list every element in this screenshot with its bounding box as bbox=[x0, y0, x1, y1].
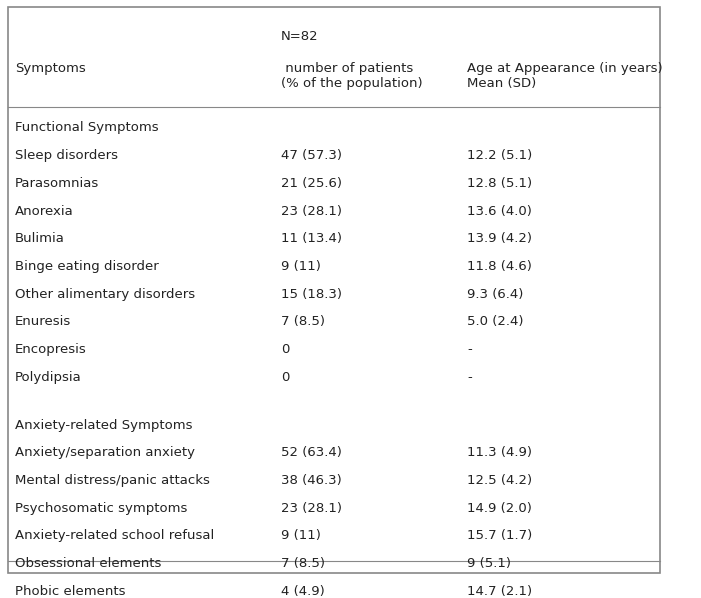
Text: 0: 0 bbox=[281, 343, 290, 356]
Text: Functional Symptoms: Functional Symptoms bbox=[15, 121, 158, 135]
Text: Binge eating disorder: Binge eating disorder bbox=[15, 260, 158, 273]
Text: -: - bbox=[468, 343, 472, 356]
Text: 14.9 (2.0): 14.9 (2.0) bbox=[468, 502, 532, 515]
Text: Encopresis: Encopresis bbox=[15, 343, 86, 356]
Text: 15 (18.3): 15 (18.3) bbox=[281, 288, 342, 301]
Text: 23 (28.1): 23 (28.1) bbox=[281, 502, 342, 515]
Text: 11.8 (4.6): 11.8 (4.6) bbox=[468, 260, 532, 273]
Text: 12.5 (4.2): 12.5 (4.2) bbox=[468, 474, 533, 487]
Text: -: - bbox=[468, 371, 472, 384]
Text: 13.6 (4.0): 13.6 (4.0) bbox=[468, 205, 532, 218]
Text: 23 (28.1): 23 (28.1) bbox=[281, 205, 342, 218]
Text: 9.3 (6.4): 9.3 (6.4) bbox=[468, 288, 524, 301]
Text: 5.0 (2.4): 5.0 (2.4) bbox=[468, 315, 524, 328]
Text: 4 (4.9): 4 (4.9) bbox=[281, 585, 325, 598]
Text: 47 (57.3): 47 (57.3) bbox=[281, 149, 342, 162]
Text: 12.2 (5.1): 12.2 (5.1) bbox=[468, 149, 533, 162]
Text: Other alimentary disorders: Other alimentary disorders bbox=[15, 288, 195, 301]
Text: Enuresis: Enuresis bbox=[15, 315, 71, 328]
Text: number of patients
(% of the population): number of patients (% of the population) bbox=[281, 62, 423, 90]
Text: Mental distress/panic attacks: Mental distress/panic attacks bbox=[15, 474, 210, 487]
Text: 11.3 (4.9): 11.3 (4.9) bbox=[468, 446, 532, 459]
Text: 11 (13.4): 11 (13.4) bbox=[281, 232, 342, 245]
Text: Anxiety-related Symptoms: Anxiety-related Symptoms bbox=[15, 419, 192, 432]
Text: Polydipsia: Polydipsia bbox=[15, 371, 81, 384]
Text: Parasomnias: Parasomnias bbox=[15, 177, 99, 190]
Text: 52 (63.4): 52 (63.4) bbox=[281, 446, 342, 459]
Text: Obsessional elements: Obsessional elements bbox=[15, 557, 161, 570]
Text: 9 (11): 9 (11) bbox=[281, 260, 321, 273]
Text: 38 (46.3): 38 (46.3) bbox=[281, 474, 341, 487]
Text: 13.9 (4.2): 13.9 (4.2) bbox=[468, 232, 532, 245]
Text: N=82: N=82 bbox=[281, 30, 318, 43]
Text: 9 (5.1): 9 (5.1) bbox=[468, 557, 511, 570]
Text: Age at Appearance (in years)
Mean (SD): Age at Appearance (in years) Mean (SD) bbox=[468, 62, 663, 90]
Text: Phobic elements: Phobic elements bbox=[15, 585, 125, 598]
Text: 9 (11): 9 (11) bbox=[281, 529, 321, 542]
Text: 7 (8.5): 7 (8.5) bbox=[281, 315, 325, 328]
Text: Symptoms: Symptoms bbox=[15, 62, 86, 75]
Text: 0: 0 bbox=[281, 371, 290, 384]
Text: Anxiety-related school refusal: Anxiety-related school refusal bbox=[15, 529, 214, 542]
Text: 15.7 (1.7): 15.7 (1.7) bbox=[468, 529, 533, 542]
Text: Anxiety/separation anxiety: Anxiety/separation anxiety bbox=[15, 446, 195, 459]
Text: Sleep disorders: Sleep disorders bbox=[15, 149, 118, 162]
Text: 21 (25.6): 21 (25.6) bbox=[281, 177, 342, 190]
Text: 14.7 (2.1): 14.7 (2.1) bbox=[468, 585, 533, 598]
Text: 7 (8.5): 7 (8.5) bbox=[281, 557, 325, 570]
Text: Bulimia: Bulimia bbox=[15, 232, 64, 245]
Text: Anorexia: Anorexia bbox=[15, 205, 74, 218]
Text: Psychosomatic symptoms: Psychosomatic symptoms bbox=[15, 502, 187, 515]
Text: 12.8 (5.1): 12.8 (5.1) bbox=[468, 177, 533, 190]
